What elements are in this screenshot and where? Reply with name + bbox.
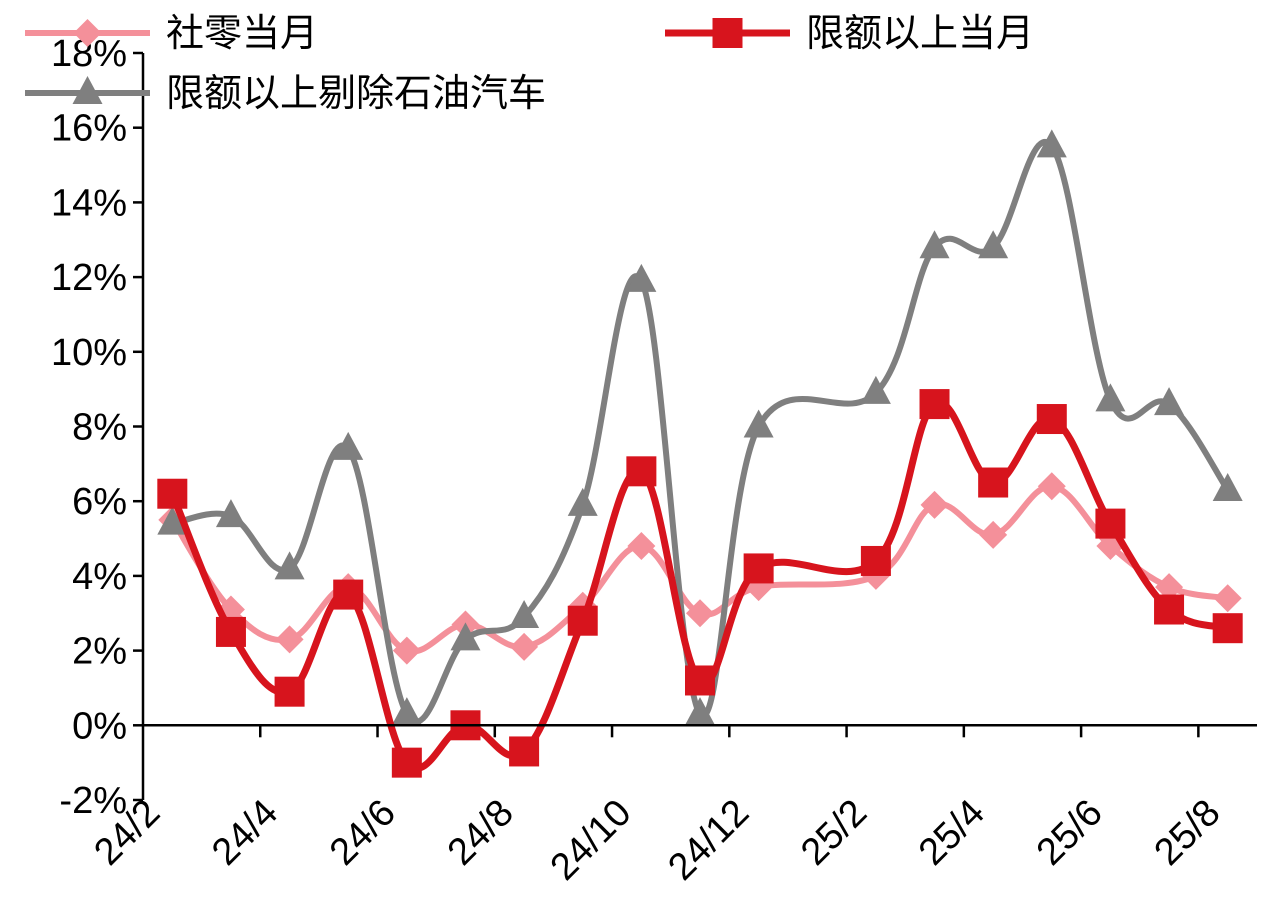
data-point-triangle [157, 506, 188, 535]
data-point-triangle [1095, 383, 1126, 412]
y-tick-label: 16% [51, 108, 127, 150]
data-point-square [860, 545, 891, 576]
legend-swatch-marker [712, 18, 743, 48]
series-layer [157, 129, 1243, 778]
data-point-diamond [686, 599, 714, 628]
y-tick-label: 12% [51, 257, 127, 299]
data-point-diamond [275, 625, 304, 654]
y-tick-label: 0% [72, 705, 127, 747]
data-point-square [157, 478, 188, 509]
x-tick-label: 25/2 [793, 792, 875, 874]
data-point-square [685, 665, 715, 696]
y-tick-label: 6% [72, 481, 127, 523]
series-square [157, 389, 1243, 778]
data-point-triangle [391, 697, 422, 726]
data-point-diamond [1213, 584, 1242, 613]
data-point-triangle [509, 599, 540, 628]
data-point-triangle [626, 263, 657, 292]
legend-label: 限额以上剔除石油汽车 [166, 71, 546, 115]
legend-swatch-marker [73, 19, 102, 47]
y-tick-label: 4% [72, 556, 127, 598]
data-point-triangle [1036, 129, 1067, 158]
data-point-square [1212, 613, 1243, 644]
data-point-diamond [920, 490, 949, 519]
data-point-square [1154, 594, 1185, 625]
data-point-square [215, 616, 246, 647]
legend-swatch-marker [72, 76, 103, 104]
data-point-triangle [919, 230, 950, 259]
y-tick-label: 8% [72, 407, 127, 449]
x-tick-label: 25/4 [911, 792, 993, 874]
data-point-diamond [1155, 573, 1184, 602]
x-tick-label: 24/10 [543, 792, 640, 889]
data-point-diamond [392, 636, 421, 665]
data-point-diamond [510, 632, 539, 661]
legend-item-square: 限额以上当月 [665, 11, 1034, 55]
data-point-triangle [978, 230, 1009, 259]
data-point-square [509, 736, 540, 767]
data-point-diamond [1037, 472, 1066, 501]
data-point-triangle [1212, 472, 1243, 501]
data-point-triangle [743, 409, 774, 438]
x-tick-label: 25/6 [1029, 792, 1111, 874]
y-tick-label: 14% [51, 182, 127, 224]
data-point-square [626, 456, 657, 487]
x-tick-label: 24/6 [322, 792, 404, 874]
data-point-diamond [627, 532, 656, 561]
data-point-square [978, 467, 1009, 498]
y-tick-label: 2% [72, 631, 127, 673]
data-point-square [274, 676, 305, 707]
x-tick-label: 25/8 [1147, 792, 1229, 874]
legend-item-diamond: 社零当月 [25, 11, 318, 55]
y-tick-label: -2% [59, 780, 127, 822]
data-point-square [919, 389, 950, 420]
data-point-square [1036, 404, 1067, 435]
data-point-triangle [215, 499, 246, 528]
data-point-triangle [567, 487, 598, 516]
data-point-triangle [450, 622, 481, 651]
x-tick-label: 24/8 [440, 792, 522, 874]
data-point-square [1095, 508, 1126, 539]
data-point-triangle [274, 551, 305, 580]
series-triangle [157, 129, 1243, 726]
data-point-square [743, 553, 774, 584]
data-point-square [391, 747, 422, 778]
data-point-square [333, 579, 364, 610]
legend-label: 限额以上当月 [806, 11, 1034, 55]
data-point-triangle [333, 431, 364, 460]
data-point-diamond [979, 520, 1008, 549]
legend-label: 社零当月 [166, 11, 318, 55]
data-point-triangle [1154, 387, 1185, 416]
data-point-triangle [685, 697, 715, 726]
x-tick-label: 24/4 [204, 792, 286, 874]
y-tick-label: 10% [51, 332, 127, 374]
data-point-triangle [860, 375, 891, 404]
data-point-square [567, 605, 598, 636]
legend-item-triangle: 限额以上剔除石油汽车 [25, 71, 546, 115]
x-tick-label: 24/12 [660, 792, 757, 889]
